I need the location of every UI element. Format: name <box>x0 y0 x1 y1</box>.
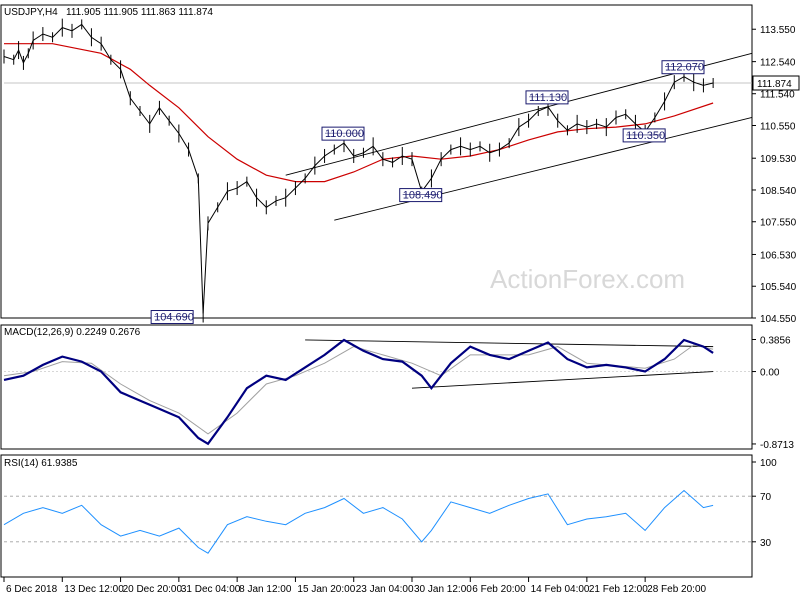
macd-y-tick-label-2: -0.8713 <box>760 440 794 451</box>
rsi-layer: 100 70 30 <box>3 458 777 554</box>
price-label-box-2 <box>399 188 443 203</box>
rsi-y-tick-label-2: 30 <box>760 538 772 549</box>
price-y-tick-label-7: 106.530 <box>760 250 797 261</box>
macd-y-tick-label-0: 0.3856 <box>760 336 791 347</box>
price-label-1: 110.000 <box>325 128 364 140</box>
x-tick-label-4: 8 Jan 12:00 <box>239 584 292 595</box>
macd-trend-line-0 <box>305 339 714 348</box>
price-y-tick-label-9: 104.550 <box>760 314 797 325</box>
price-header-title: USDJPY,H4 <box>4 7 58 18</box>
price-y-tick-label-5: 108.540 <box>760 186 797 197</box>
price-label-2: 108.490 <box>403 190 443 202</box>
x-tick-label-0: 6 Dec 2018 <box>6 584 58 595</box>
macd-pane-frame <box>0 324 753 450</box>
rsi-y-tick-label-0: 100 <box>760 458 777 469</box>
x-tick-label-3: 31 Dec 04:00 <box>181 584 241 595</box>
price-y-tick-label-8: 105.540 <box>760 282 797 293</box>
price-label-4: 110.350 <box>626 130 665 142</box>
x-tick-label-7: 30 Jan 12:00 <box>414 584 472 595</box>
macd-main-line <box>3 338 714 446</box>
price-y-tick-label-0: 113.550 <box>760 25 796 36</box>
rsi-line <box>3 489 714 554</box>
rsi-header-title: RSI(14) 61.9385 <box>4 458 78 469</box>
moving-average-line <box>4 43 714 183</box>
price-label-box-1 <box>321 126 365 141</box>
macd-trend-line-1 <box>411 371 714 389</box>
watermark: ActionForex.com <box>490 264 685 294</box>
price-label-box-4 <box>622 128 666 143</box>
current-price-box <box>752 75 800 91</box>
macd-header-title: MACD(12,26,9) 0.2249 0.2676 <box>4 327 141 338</box>
rsi-y-tick-label-1: 70 <box>760 492 772 503</box>
price-layer: 113.550 112.540 111.540 110.550 109.530 108.5… <box>3 7 800 325</box>
price-label-0: 104.690 <box>154 312 194 324</box>
x-tick-label-1: 13 Dec 12:00 <box>64 584 124 595</box>
macd-y-tick-label-1: 0.00 <box>760 368 780 379</box>
x-tick-label-11: 28 Feb 20:00 <box>647 584 706 595</box>
macd-layer: 0.3856 0.00 -0.8713 <box>3 336 794 451</box>
current-price-label: 111.874 <box>757 79 792 90</box>
price-label-3: 111.130 <box>529 92 567 104</box>
x-tick-label-9: 14 Feb 04:00 <box>531 584 590 595</box>
x-tick-label-8: 6 Feb 20:00 <box>472 584 526 595</box>
price-y-tick-label-1: 112.540 <box>760 58 796 69</box>
price-y-tick-label-3: 110.550 <box>760 121 796 132</box>
rsi-pane-frame <box>0 454 753 578</box>
price-label-box-3 <box>525 90 569 105</box>
price-y-tick-label-2: 111.540 <box>760 90 795 101</box>
channel-line-1 <box>334 117 753 221</box>
price-label-box-0 <box>150 310 194 325</box>
price-y-tick-label-4: 109.530 <box>760 154 797 165</box>
price-y-tick-label-6: 107.550 <box>760 218 797 229</box>
x-tick-label-10: 21 Feb 12:00 <box>589 584 648 595</box>
price-label-box-5 <box>661 60 705 75</box>
x-tick-label-5: 15 Jan 20:00 <box>297 584 355 595</box>
x-tick-label-6: 23 Jan 04:00 <box>356 584 414 595</box>
x-tick-label-2: 20 Dec 20:00 <box>123 584 183 595</box>
price-label-5: 112.070 <box>665 62 704 74</box>
price-header-values: 111.905 111.905 111.863 111.874 <box>66 7 213 18</box>
